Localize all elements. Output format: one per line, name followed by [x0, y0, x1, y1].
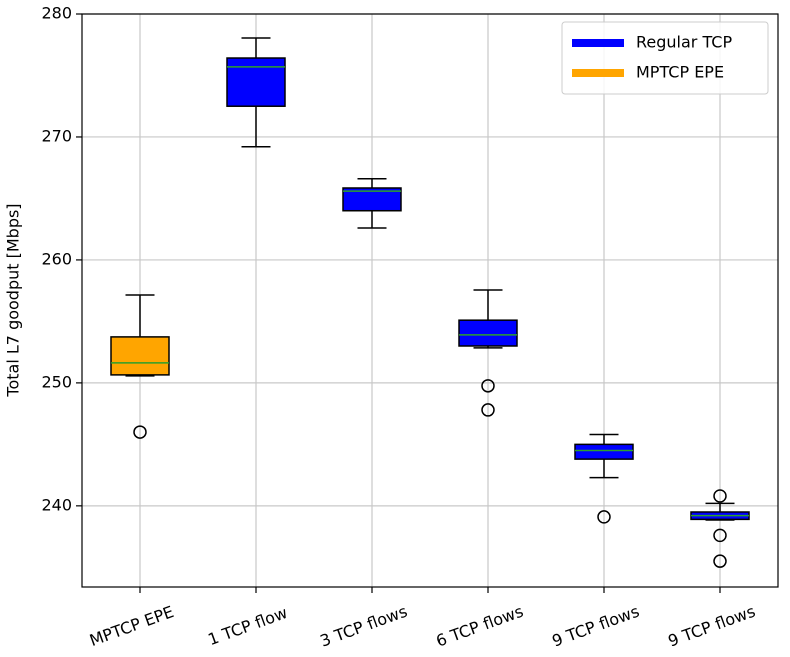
legend-label: Regular TCP: [636, 33, 732, 52]
outlier: [597, 510, 611, 524]
legend-label: MPTCP EPE: [636, 63, 724, 82]
plot-frame: [81, 13, 779, 588]
outlier: [481, 403, 495, 417]
outlier: [713, 528, 727, 543]
y-tick-label: 270: [41, 126, 72, 145]
outlier: [713, 554, 727, 568]
outlier: [481, 379, 495, 393]
y-axis-label: Total L7 goodput [Mbps]: [4, 203, 23, 397]
box: [342, 187, 402, 212]
y-tick-label: 250: [41, 372, 72, 391]
outlier: [713, 489, 727, 503]
x-tick-label: 9 TCP flows: [550, 602, 642, 651]
y-tick-label: 260: [41, 249, 72, 268]
x-tick-label: 1 TCP flow: [205, 603, 289, 649]
box: [110, 336, 170, 376]
y-tick-label: 240: [41, 495, 72, 514]
outlier: [133, 425, 147, 439]
x-tick-label: 9 TCP flows: [666, 602, 758, 651]
y-tick-label: 280: [41, 4, 72, 23]
x-tick-label: MPTCP EPE: [87, 602, 176, 650]
box: [574, 443, 634, 460]
x-tick-label: 6 TCP flows: [434, 602, 526, 651]
box: [226, 57, 286, 107]
box: [458, 319, 518, 347]
x-tick-label: 3 TCP flows: [318, 602, 410, 651]
